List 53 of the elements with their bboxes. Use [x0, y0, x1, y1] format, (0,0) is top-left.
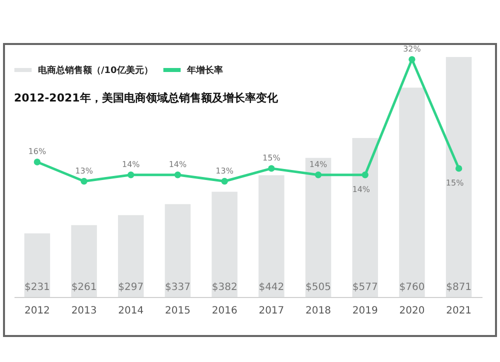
point — [174, 172, 182, 178]
data-label: $577 — [352, 282, 378, 293]
data-label: 32% — [403, 44, 422, 54]
point — [314, 172, 322, 178]
data-label: $505 — [306, 282, 331, 293]
data-label: 14% — [352, 184, 370, 194]
data-label: $871 — [446, 282, 472, 293]
legend-label: 年增长率 — [186, 65, 223, 76]
data-label: $297 — [118, 282, 144, 293]
point — [362, 172, 368, 178]
data-label: 14% — [122, 160, 140, 169]
x-tick-label: 2013 — [71, 306, 97, 316]
bar — [164, 204, 191, 297]
data-label: $261 — [71, 282, 97, 293]
data-label: 14% — [168, 160, 188, 169]
point — [455, 165, 462, 172]
x-tick-label: 2015 — [165, 306, 190, 316]
point — [34, 158, 41, 166]
data-label: 13% — [75, 166, 94, 176]
data-label: $382 — [212, 282, 238, 293]
legend-label: 电商总销售额（/10亿美元） — [38, 65, 153, 76]
point — [80, 178, 88, 185]
data-label: 13% — [216, 166, 234, 176]
bar — [258, 175, 284, 297]
bar — [352, 138, 378, 297]
x-tick-label: 2017 — [258, 306, 284, 316]
text: 2012-2021年，美国电商领域总销售额及增长率变化 — [14, 91, 279, 104]
data-label: $760 — [399, 282, 425, 293]
x-tick-label: 2021 — [446, 306, 472, 316]
bar — [118, 215, 144, 297]
bar — [71, 225, 97, 297]
bar — [446, 57, 472, 297]
x-tick-label: 2016 — [212, 306, 238, 316]
data-label: $442 — [258, 282, 284, 293]
x-tick-label: 2012 — [24, 306, 50, 316]
x-tick-label: 2014 — [118, 306, 144, 316]
data-label: $337 — [165, 282, 190, 293]
data-label: 15% — [446, 178, 464, 188]
point — [408, 56, 416, 63]
data-label: 16% — [28, 147, 46, 156]
point — [221, 178, 228, 185]
bar — [399, 88, 425, 297]
data-label: 14% — [309, 160, 328, 169]
bar — [305, 158, 332, 297]
bar — [212, 192, 238, 297]
point — [128, 172, 134, 178]
point — [268, 165, 275, 172]
bar — [24, 233, 50, 297]
x-tick-label: 2020 — [399, 306, 425, 316]
data-label: $231 — [24, 282, 50, 293]
x-tick-label: 2018 — [306, 306, 331, 316]
x-tick-label: 2019 — [352, 306, 378, 316]
data-label: 15% — [262, 153, 281, 162]
